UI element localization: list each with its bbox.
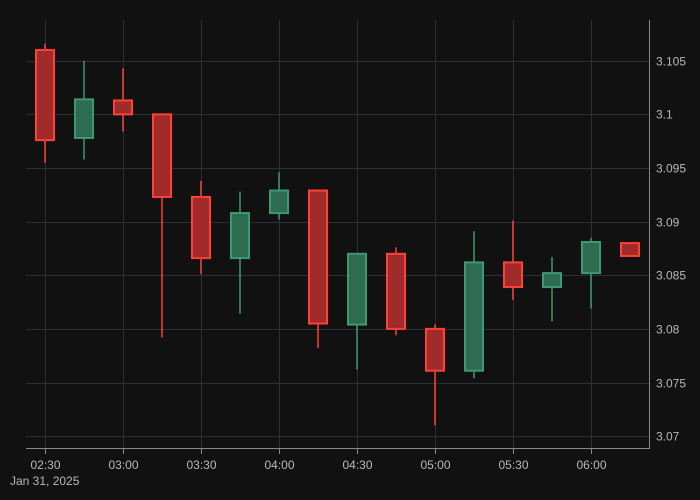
candle-up bbox=[464, 231, 484, 379]
candle-up bbox=[581, 237, 601, 309]
candle-body bbox=[386, 252, 406, 330]
candle-body bbox=[464, 261, 484, 372]
candle-body bbox=[35, 49, 55, 142]
candle-body bbox=[230, 212, 250, 260]
candle-down bbox=[191, 180, 211, 275]
y-tick-label: 3.08 bbox=[656, 323, 680, 337]
x-tick-label: 02:30 bbox=[30, 458, 60, 472]
y-tick-label: 3.105 bbox=[656, 55, 686, 69]
y-tick-label: 3.1 bbox=[656, 108, 673, 122]
y-tick-label: 3.075 bbox=[656, 377, 686, 391]
y-tick-label: 3.085 bbox=[656, 269, 686, 283]
candle-body bbox=[620, 242, 640, 257]
candle-body bbox=[347, 252, 367, 326]
x-tick-labels: 02:30 03:00 03:30 04:00 04:30 05:00 05:30 06:00 bbox=[30, 458, 606, 472]
x-tick-label: 04:30 bbox=[342, 458, 372, 472]
x-tick-label: 03:00 bbox=[108, 458, 138, 472]
candle-up bbox=[542, 257, 562, 322]
candle-body bbox=[191, 195, 211, 260]
y-tick-label: 3.095 bbox=[656, 162, 686, 176]
candle-body bbox=[581, 241, 601, 275]
candle-up bbox=[347, 252, 367, 370]
candle-down bbox=[113, 68, 133, 132]
candle-body bbox=[542, 272, 562, 289]
candle-up bbox=[230, 191, 250, 314]
candle-down bbox=[620, 242, 640, 257]
candle-body bbox=[503, 261, 523, 289]
x-tick-label: 04:00 bbox=[264, 458, 294, 472]
candle-down bbox=[35, 43, 55, 163]
candle-body bbox=[425, 327, 445, 372]
y-tick-label: 3.09 bbox=[656, 216, 680, 230]
candle-body bbox=[113, 99, 133, 116]
candle-down bbox=[425, 324, 445, 426]
x-tick-label: 05:00 bbox=[420, 458, 450, 472]
candle-down bbox=[308, 189, 328, 349]
x-tick-label: 06:00 bbox=[576, 458, 606, 472]
y-tick-labels: 3.07 3.075 3.08 3.085 3.09 3.095 3.1 3.105 bbox=[656, 55, 686, 444]
y-tick-label: 3.07 bbox=[656, 430, 680, 444]
candle-body bbox=[308, 189, 328, 325]
candle-body bbox=[74, 98, 94, 139]
date-label: Jan 31, 2025 bbox=[10, 474, 80, 488]
candle-down bbox=[152, 113, 172, 338]
candle-body bbox=[269, 189, 289, 215]
candle-layer bbox=[35, 43, 640, 426]
candle-body bbox=[152, 113, 172, 198]
x-tick-label: 03:30 bbox=[186, 458, 216, 472]
candle-up bbox=[74, 60, 94, 160]
candle-down bbox=[503, 220, 523, 300]
x-tick-label: 05:30 bbox=[498, 458, 528, 472]
candle-up bbox=[269, 172, 289, 220]
candle-down bbox=[386, 247, 406, 336]
